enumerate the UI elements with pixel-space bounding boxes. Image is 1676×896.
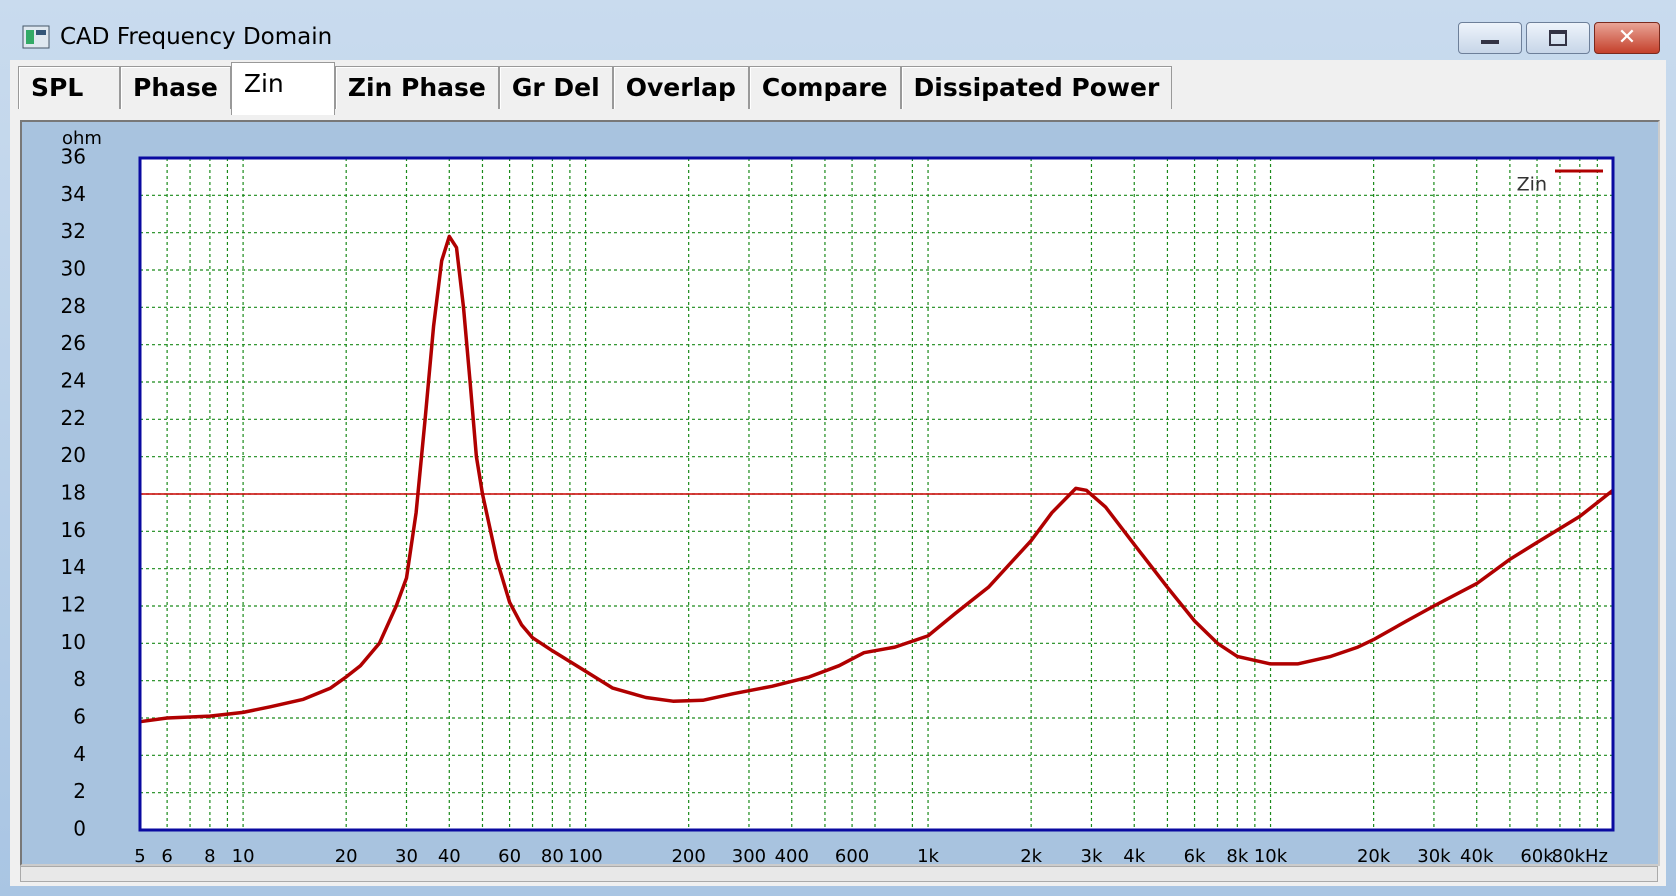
tab[interactable]: SPL	[18, 66, 120, 109]
y-tick-label: 28	[61, 294, 86, 318]
tab[interactable]: Gr Del	[498, 66, 613, 109]
y-tick-label: 22	[61, 406, 86, 430]
x-tick-label: 5	[134, 846, 145, 867]
x-tick-label: 4k	[1123, 846, 1145, 867]
x-tick-label: 3k	[1081, 846, 1103, 867]
y-tick-label: 0	[73, 817, 86, 841]
legend-label: Zin	[1517, 174, 1547, 196]
tab[interactable]: Overlap	[612, 66, 749, 109]
y-tick-label: 14	[61, 555, 86, 579]
x-tick-label: 20	[335, 846, 358, 867]
x-tick-label: 200	[671, 846, 705, 867]
y-tick-label: 32	[61, 219, 86, 243]
x-tick-label: 6k	[1184, 846, 1206, 867]
maximize-icon	[1549, 30, 1567, 46]
y-tick-label: 4	[73, 742, 86, 766]
scroll-bar[interactable]	[20, 866, 1658, 882]
tab[interactable]: Dissipated Power	[900, 66, 1173, 109]
x-tick-label: 300	[732, 846, 766, 867]
x-tick-label: 30k	[1417, 846, 1451, 867]
tab-bar: SPL Phase Zin Zin Phase Gr Del Overlap Compare…	[18, 62, 1173, 115]
x-tick-label: 80	[541, 846, 564, 867]
window-title: CAD Frequency Domain	[60, 24, 333, 50]
y-tick-label: 26	[61, 331, 86, 355]
y-tick-label: 6	[73, 705, 86, 729]
y-tick-label: 18	[61, 481, 86, 505]
x-tick-label: 6	[161, 846, 172, 867]
x-tick-label: 2k	[1020, 846, 1042, 867]
x-tick-label: 40	[438, 846, 461, 867]
x-tick-label: 80kHz	[1552, 846, 1608, 867]
x-tick-label: 100	[568, 846, 602, 867]
tab[interactable]: Zin	[230, 62, 335, 115]
maximize-button[interactable]	[1526, 22, 1590, 54]
y-tick-label: 12	[61, 593, 86, 617]
plot-border	[138, 156, 1615, 832]
y-axis-label: ohm	[62, 128, 102, 149]
tab[interactable]: Phase	[120, 66, 231, 109]
x-tick-label: 600	[835, 846, 869, 867]
x-tick-label: 8	[204, 846, 215, 867]
minimize-icon	[1481, 40, 1499, 44]
zin-line	[139, 234, 1615, 724]
y-tick-label: 10	[61, 630, 86, 654]
y-tick-label: 16	[61, 518, 86, 542]
x-tick-label: 10k	[1254, 846, 1288, 867]
x-tick-label: 60k	[1520, 846, 1554, 867]
y-tick-label: 20	[61, 443, 86, 467]
minimize-button[interactable]	[1458, 22, 1522, 54]
y-tick-label: 24	[61, 369, 86, 393]
x-tick-label: 40k	[1460, 846, 1494, 867]
y-tick-label: 8	[73, 667, 86, 691]
x-tick-label: 30	[395, 846, 418, 867]
y-tick-label: 34	[61, 182, 86, 206]
x-tick-label: 400	[775, 846, 809, 867]
close-button[interactable]: ✕	[1594, 22, 1660, 54]
tab[interactable]: Zin Phase	[334, 66, 499, 109]
y-tick-label: 30	[61, 257, 86, 281]
x-tick-label: 10	[232, 846, 255, 867]
app-icon	[22, 25, 50, 49]
x-tick-label: 1k	[917, 846, 939, 867]
x-tick-label: 8k	[1226, 846, 1248, 867]
tab[interactable]: Compare	[748, 66, 901, 109]
y-tick-label: 36	[61, 145, 86, 169]
y-tick-label: 2	[73, 779, 86, 803]
x-tick-label: 60	[498, 846, 521, 867]
x-tick-label: 20k	[1357, 846, 1391, 867]
